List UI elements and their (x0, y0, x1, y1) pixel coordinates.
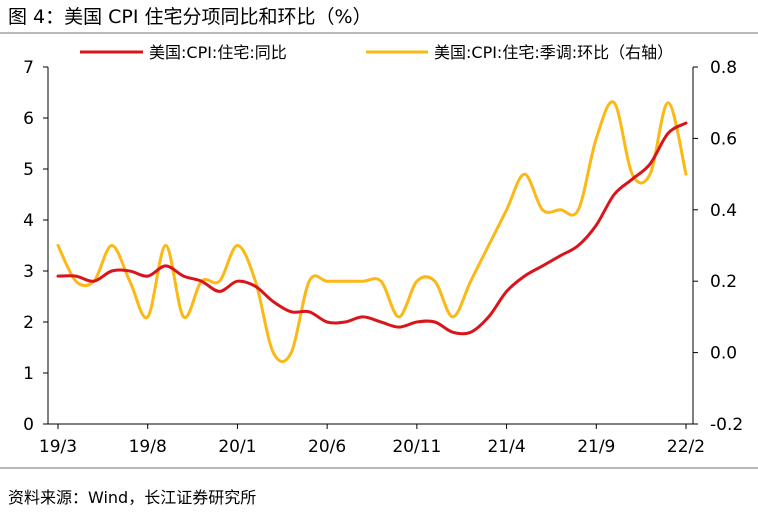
left-tick-label: 1 (23, 364, 34, 384)
left-tick-label: 3 (23, 262, 34, 282)
x-tick-label: 20/1 (218, 437, 256, 457)
x-tick-label: 19/8 (129, 437, 167, 457)
legend: 美国:CPI:住宅:同比 美国:CPI:住宅:季调:环比（右轴） (80, 43, 673, 62)
title-divider (0, 32, 758, 34)
legend-item-mom-label: 美国:CPI:住宅:季调:环比（右轴） (434, 43, 673, 62)
axes: 0 1 2 3 4 5 6 7 -0.2 0.0 0.2 0.4 0.6 0.8 19/3 19/8 20/1 2… (23, 58, 743, 457)
right-tick-label: 0.6 (710, 129, 737, 149)
left-tick-label: 7 (23, 58, 34, 78)
series-line-yoy (56, 121, 688, 336)
right-tick-label: 0.8 (710, 58, 737, 78)
x-tick-label: 22/2 (667, 437, 705, 457)
left-tick-label: 5 (23, 160, 34, 180)
dual-axis-line-chart: 0 1 2 3 4 5 6 7 -0.2 0.0 0.2 0.4 0.6 0.8 19/3 19/8 20/1 2… (23, 43, 743, 457)
left-tick-label: 0 (23, 415, 34, 435)
left-tick-label: 6 (23, 109, 34, 129)
x-tick-label: 19/3 (39, 437, 77, 457)
right-tick-label: 0.0 (710, 344, 737, 364)
legend-item-yoy-label: 美国:CPI:住宅:同比 (149, 43, 287, 62)
left-tick-label: 4 (23, 211, 34, 231)
figure-title: 图 4：美国 CPI 住宅分项同比和环比（%） (8, 6, 372, 28)
x-tick-label: 21/9 (577, 437, 615, 457)
x-tick-label: 21/4 (487, 437, 525, 457)
x-tick-label: 20/6 (308, 437, 346, 457)
source-note: 资料来源：Wind，长江证券研究所 (8, 488, 257, 507)
right-tick-label: 0.2 (710, 272, 737, 292)
x-tick-label: 20/11 (392, 437, 441, 457)
footer-divider (0, 467, 758, 469)
series-line-mom (56, 100, 688, 363)
series-lines (56, 100, 688, 363)
right-tick-label: 0.4 (710, 201, 737, 221)
right-tick-label: -0.2 (710, 415, 743, 435)
left-tick-label: 2 (23, 313, 34, 333)
